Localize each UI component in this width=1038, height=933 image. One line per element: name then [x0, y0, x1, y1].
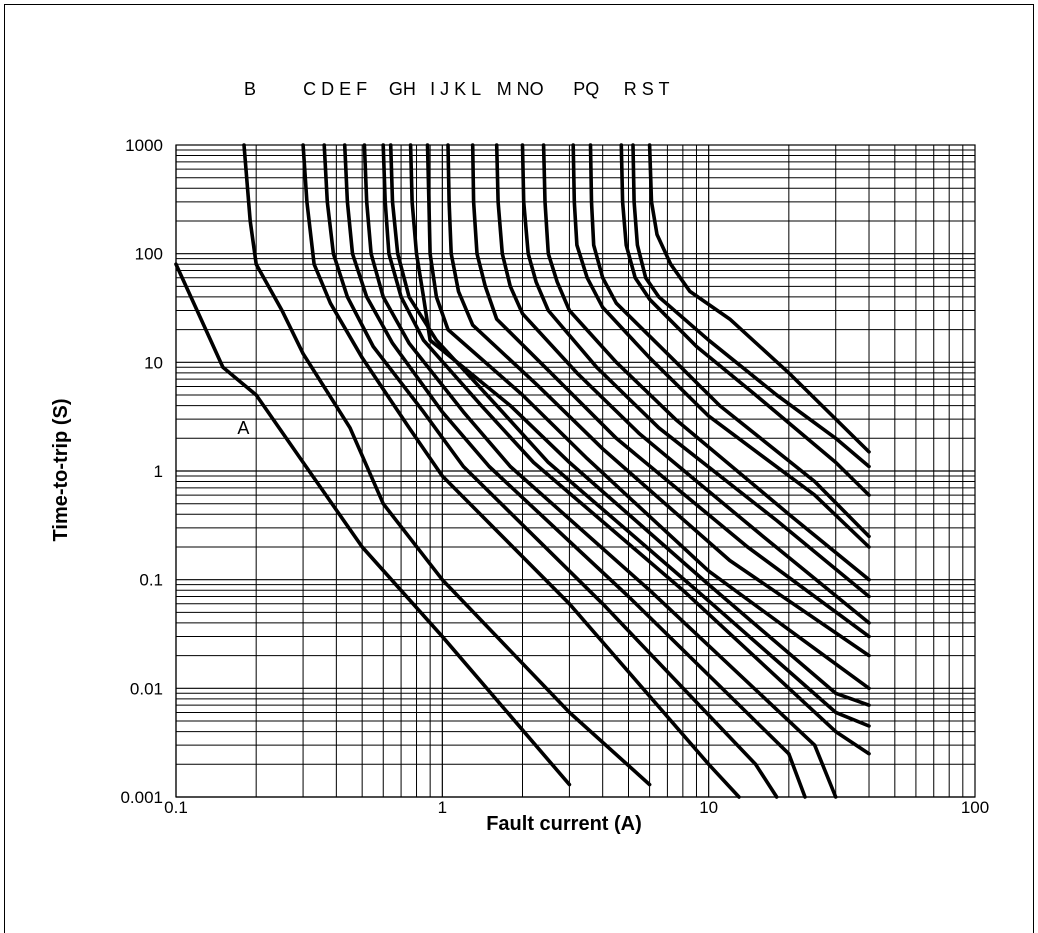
y-tick-label: 10 [144, 353, 163, 372]
trip-curve-q [588, 143, 871, 539]
y-tick-label: 1 [154, 462, 163, 481]
trip-curve-i [408, 143, 871, 707]
trip-curve-h [388, 143, 871, 728]
trip-curve-t [647, 143, 871, 454]
x-tick-label: 1 [438, 798, 447, 817]
curve-label: R S T [624, 79, 670, 99]
y-tick-label: 0.1 [139, 571, 163, 590]
figure-frame [4, 4, 1034, 933]
curve-label: I J K L [430, 79, 481, 99]
y-tick-label: 1000 [125, 136, 163, 155]
trip-curve-k [446, 143, 871, 658]
trip-curve-a [174, 262, 572, 787]
curve-label: PQ [573, 79, 599, 99]
trip-curve-n [520, 143, 871, 599]
trip-curve-b [242, 143, 652, 787]
curve-label: M NO [497, 79, 544, 99]
trip-curve-p [571, 143, 871, 549]
plot-area [175, 144, 976, 798]
trip-curve-s [631, 143, 871, 469]
x-tick-label: 0.1 [164, 798, 188, 817]
trip-curve-c [301, 143, 741, 799]
trip-curve-m [494, 143, 871, 625]
x-axis-title: Fault current (A) [486, 813, 642, 835]
y-tick-label: 0.01 [130, 679, 163, 698]
trip-curve-r [619, 143, 871, 497]
trip-curve-g [381, 143, 871, 756]
trip-curve-e [342, 143, 807, 799]
curve-label: GH [389, 79, 416, 99]
curves [174, 143, 871, 799]
tick-labels: 0.1 1 10 100 0.001 0.01 0.1 1 10 100 1000 [120, 136, 989, 817]
trip-curve-j [425, 143, 871, 691]
curve-label: B [244, 79, 256, 99]
y-tick-label: 0.001 [120, 788, 163, 807]
y-axis-title: Time-to-trip (S) [50, 399, 72, 542]
x-tick-label: 100 [961, 798, 989, 817]
curve-label: C D E F [303, 79, 367, 99]
trip-curve-l [470, 143, 871, 639]
curve-labels: A B C D E F GH I J K L M NO PQ R S T [237, 79, 669, 438]
trip-curve-f [362, 143, 838, 799]
x-tick-label: 10 [699, 798, 718, 817]
curve-label: A [237, 418, 249, 438]
y-tick-label: 100 [135, 245, 163, 264]
trip-curve-o [541, 143, 871, 582]
trip-curve-d [322, 143, 779, 799]
